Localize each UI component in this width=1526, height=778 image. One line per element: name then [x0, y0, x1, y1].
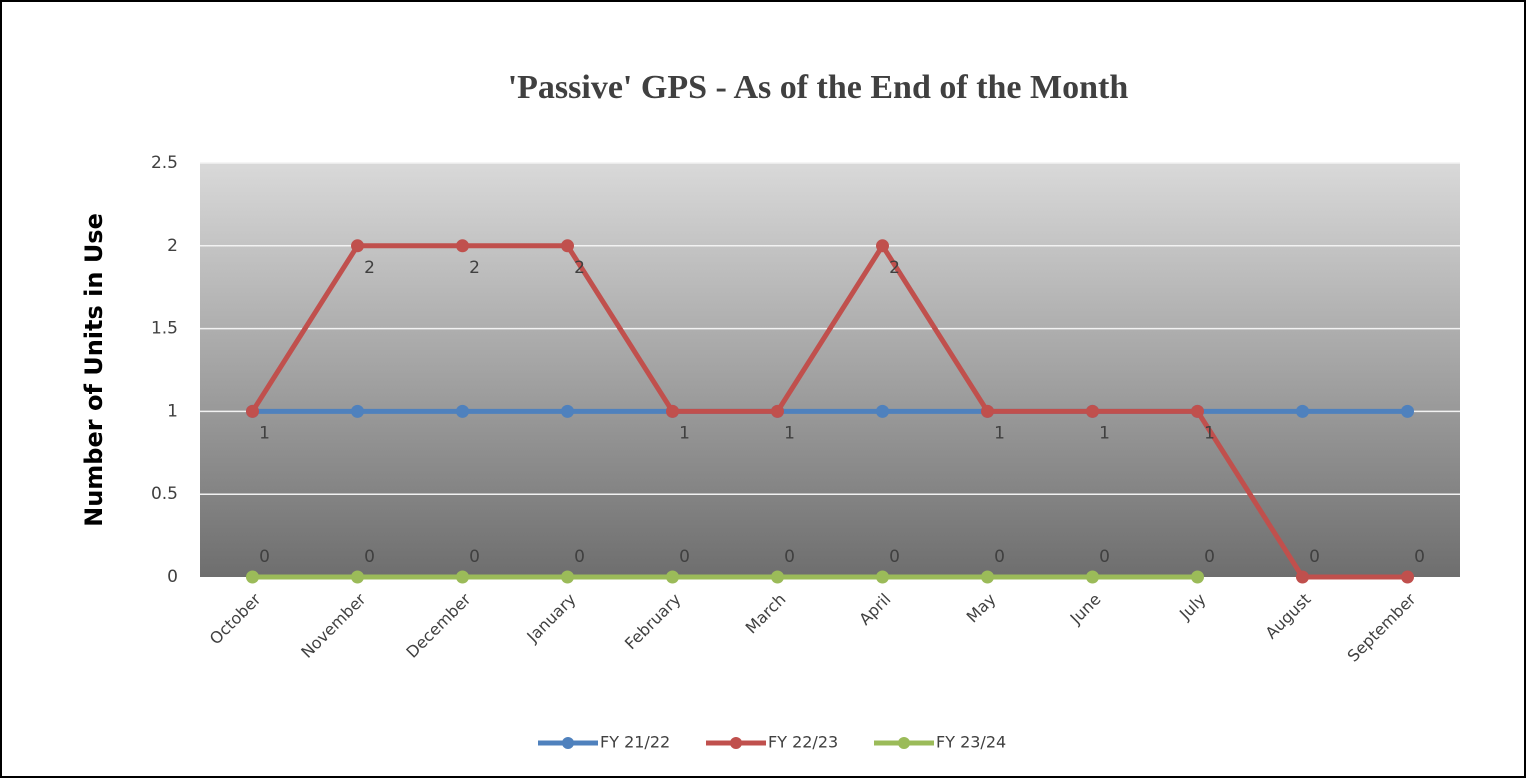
data-label: 0	[889, 547, 900, 567]
point	[1191, 570, 1204, 584]
point	[561, 570, 574, 584]
point	[876, 404, 889, 418]
y-tick-label: 0.5	[151, 484, 178, 504]
point	[1191, 404, 1204, 418]
point	[771, 404, 784, 418]
point	[456, 404, 469, 418]
data-label: 1	[994, 423, 1005, 443]
data-label: 0	[1414, 547, 1425, 567]
data-label: 0	[259, 547, 270, 567]
data-label: 1	[784, 423, 795, 443]
point	[561, 404, 574, 418]
point	[246, 404, 259, 418]
data-label: 1	[679, 423, 690, 443]
point	[666, 570, 679, 584]
point	[981, 404, 994, 418]
point	[561, 239, 574, 253]
data-label: 0	[364, 547, 375, 567]
data-label: 2	[889, 258, 900, 278]
point	[351, 404, 364, 418]
point	[876, 239, 889, 253]
data-label: 2	[469, 258, 480, 278]
y-tick-label: 1	[167, 401, 178, 421]
legend-marker	[730, 737, 742, 749]
point	[351, 570, 364, 584]
y-tick-label: 1.5	[151, 319, 178, 339]
point	[1296, 570, 1309, 584]
point	[456, 570, 469, 584]
point	[666, 404, 679, 418]
data-label: 2	[574, 258, 585, 278]
legend-marker	[898, 737, 910, 749]
data-label: 0	[1099, 547, 1110, 567]
data-label: 1	[1099, 423, 1110, 443]
point	[1296, 404, 1309, 418]
data-label: 2	[364, 258, 375, 278]
data-label: 1	[259, 423, 270, 443]
plot-area	[200, 163, 1460, 577]
point	[771, 570, 784, 584]
data-label: 0	[679, 547, 690, 567]
legend-marker	[562, 737, 574, 749]
chart-title: 'Passive' GPS - As of the End of the Mon…	[508, 69, 1129, 106]
point	[1401, 404, 1414, 418]
legend-label: FY 23/24	[936, 733, 1006, 752]
point	[1086, 404, 1099, 418]
point	[981, 570, 994, 584]
point	[1086, 570, 1099, 584]
point	[1401, 570, 1414, 584]
y-tick-label: 0	[167, 567, 178, 587]
legend-label: FY 22/23	[768, 733, 838, 752]
data-label: 0	[469, 547, 480, 567]
data-label: 0	[574, 547, 585, 567]
point	[456, 239, 469, 253]
y-axis-label: Number of Units in Use	[80, 213, 108, 527]
y-tick-label: 2	[167, 236, 178, 256]
data-label: 0	[784, 547, 795, 567]
legend-label: FY 21/22	[600, 733, 670, 752]
data-label: 0	[1309, 547, 1320, 567]
data-label: 1	[1204, 423, 1215, 443]
point	[351, 239, 364, 253]
y-tick-label: 2.5	[151, 153, 178, 173]
point	[876, 570, 889, 584]
data-label: 0	[994, 547, 1005, 567]
series-line	[250, 243, 1408, 580]
data-label: 0	[1204, 547, 1215, 567]
point	[246, 570, 259, 584]
